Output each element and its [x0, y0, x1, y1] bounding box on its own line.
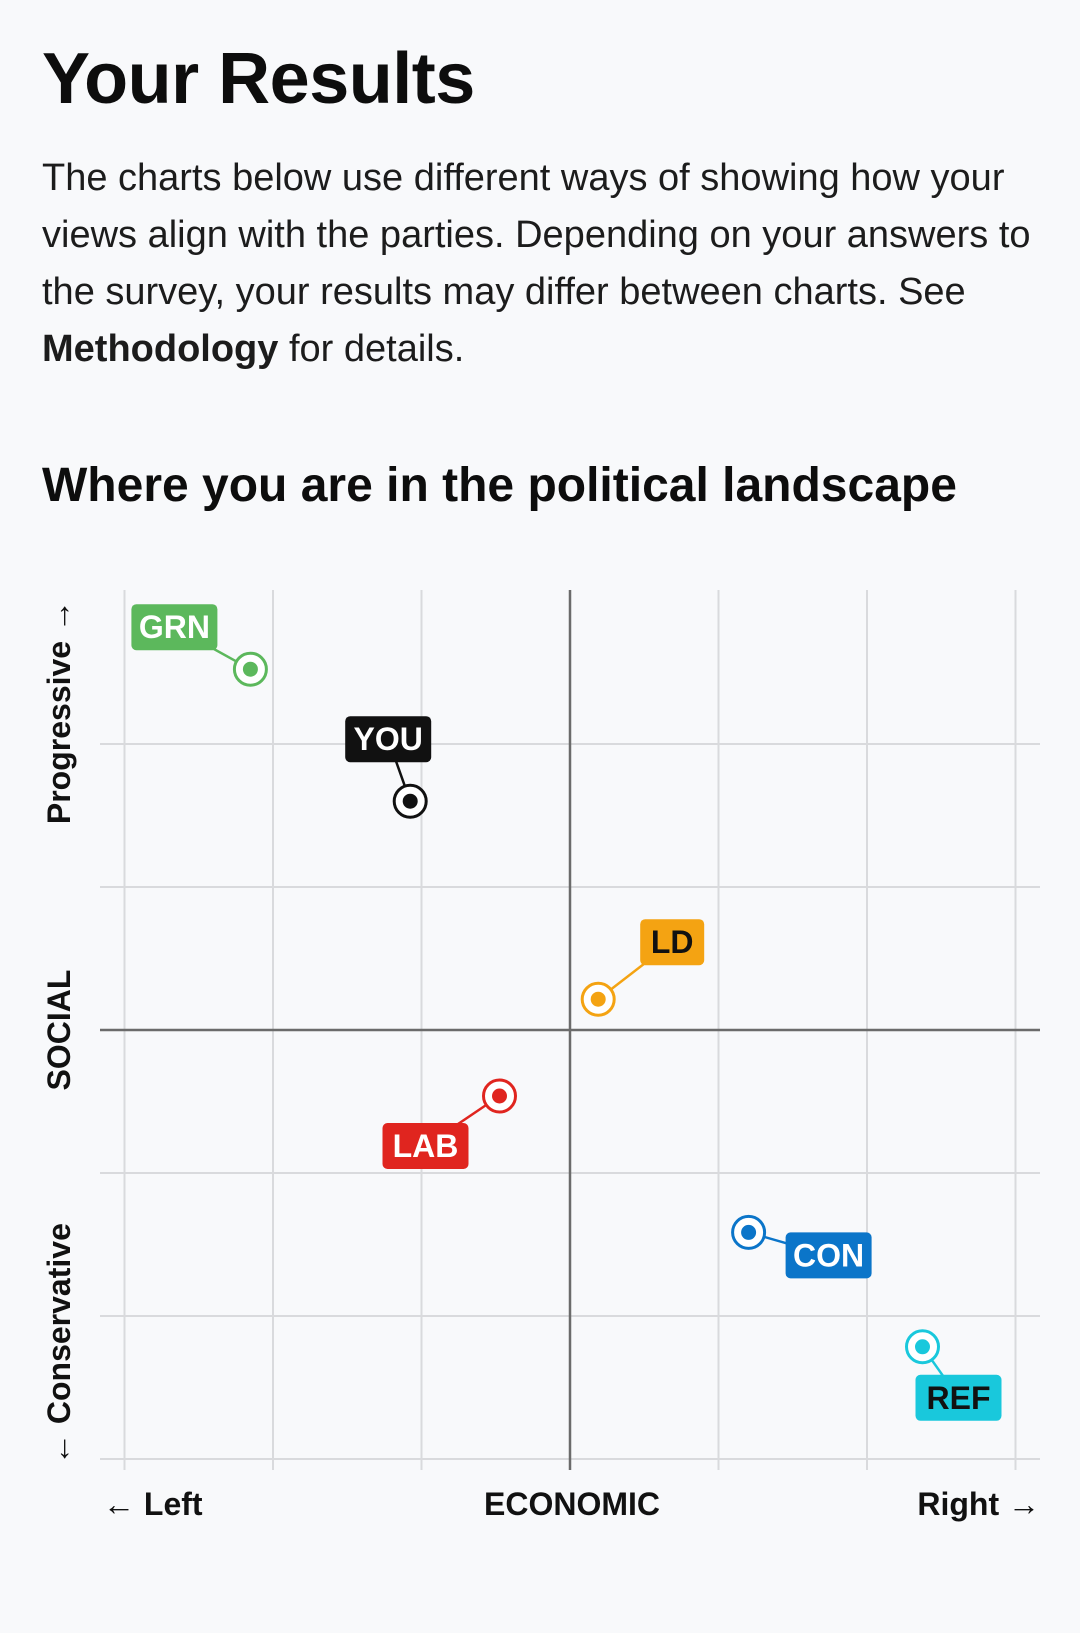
x-axis-title: ECONOMIC [484, 1486, 660, 1522]
y-axis-top-label: Progressive → [41, 600, 77, 824]
y-axis-bottom-label: ← Conservative [41, 1223, 77, 1465]
label-text-lab: LAB [393, 1128, 459, 1164]
chart-title: Where you are in the political landscape [42, 459, 957, 512]
center-axes [100, 590, 1040, 1470]
point-dot-you [402, 793, 418, 809]
label-box-con [785, 1232, 872, 1279]
label-text-you: YOU [354, 721, 423, 757]
point-dot-grn [242, 661, 258, 677]
label-text-ref: REF [927, 1380, 991, 1416]
x-axis-left-label: ← Left [103, 1486, 203, 1522]
label-text-ld: LD [651, 924, 694, 960]
x-axis-right-label: Right → [917, 1486, 1040, 1522]
label-box-grn [131, 604, 218, 651]
point-dot-ref [915, 1339, 930, 1355]
intro-text-end: for details. [278, 328, 465, 370]
label-text-grn: GRN [139, 609, 210, 645]
methodology-link[interactable]: Methodology [42, 328, 279, 370]
label-box-ld [640, 919, 705, 966]
label-box-ref [915, 1374, 1002, 1421]
point-dot-ld [590, 991, 606, 1007]
point-dot-con [741, 1224, 757, 1240]
label-box-lab [382, 1123, 469, 1169]
y-axis-title: SOCIAL [41, 970, 77, 1091]
label-text-con: CON [793, 1237, 864, 1273]
party-labels: GRN YOU LD LAB CON REF [131, 604, 1002, 1421]
data-points [232, 651, 940, 1365]
leader-lines [173, 626, 960, 1399]
point-dot-lab [492, 1088, 507, 1104]
page-title: Your Results [42, 39, 475, 119]
intro-paragraph: The charts below use different ways of s… [42, 150, 1032, 378]
intro-text: The charts below use different ways of s… [42, 157, 1031, 313]
label-box-you [345, 716, 432, 763]
